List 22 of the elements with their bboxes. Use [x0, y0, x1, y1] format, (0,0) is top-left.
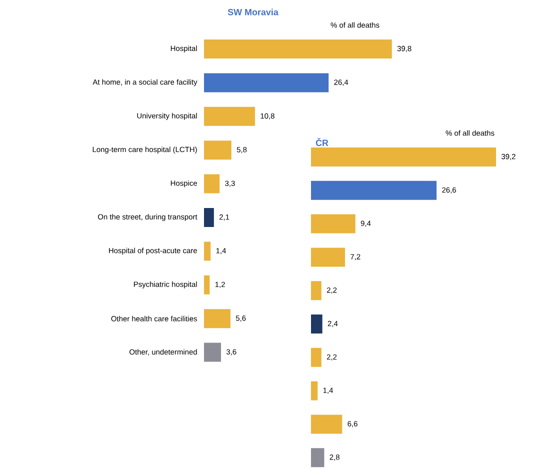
bar — [204, 106, 255, 126]
bar — [204, 342, 221, 362]
bar — [204, 73, 329, 92]
bar — [204, 242, 211, 261]
bar — [311, 180, 437, 200]
chart-title: ČR — [316, 138, 328, 146]
bar — [311, 281, 322, 300]
bar — [311, 448, 324, 468]
bar — [311, 148, 496, 167]
bar — [204, 40, 392, 59]
bar — [204, 309, 230, 328]
bar — [204, 208, 214, 228]
bar — [204, 140, 232, 160]
bar — [311, 381, 318, 400]
chart-title: SW Moravia — [228, 8, 278, 16]
bar — [311, 348, 322, 367]
bar — [311, 314, 322, 334]
bar — [311, 414, 342, 434]
bar — [204, 174, 220, 194]
bar — [311, 214, 356, 234]
bar — [204, 275, 210, 294]
bar — [311, 248, 345, 267]
